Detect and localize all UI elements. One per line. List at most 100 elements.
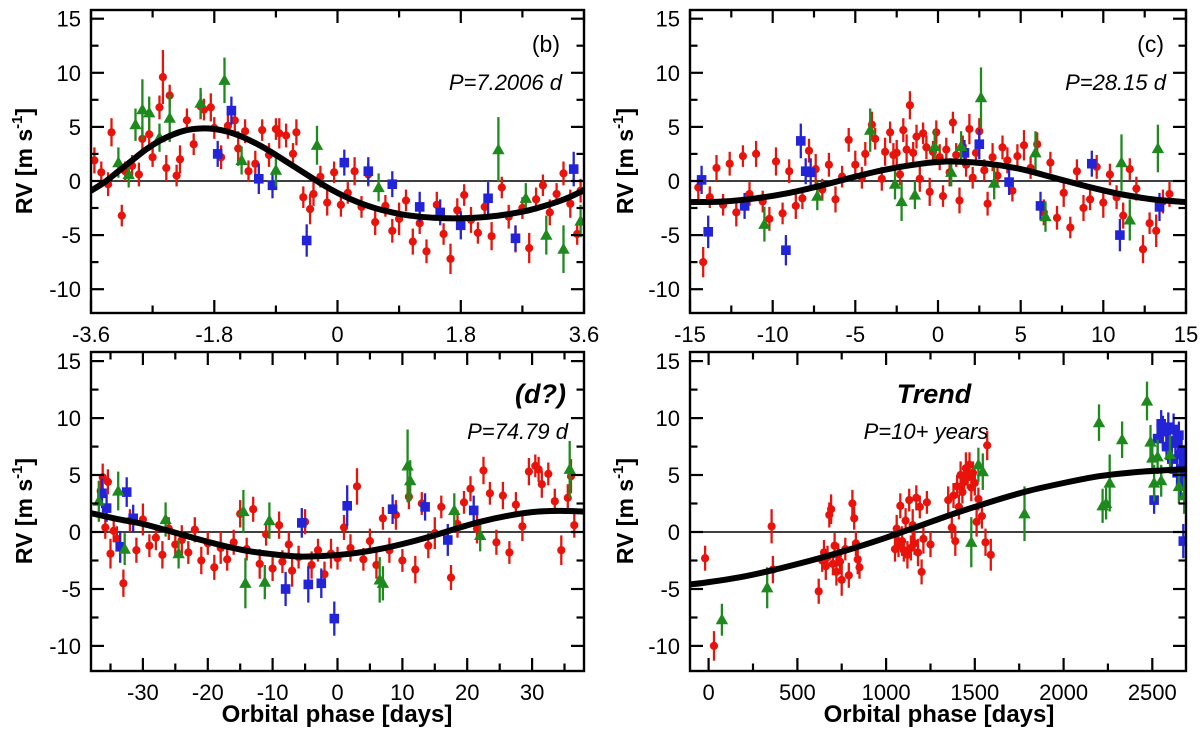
data-point-circle	[404, 492, 413, 501]
data-point-circle	[988, 153, 997, 162]
x-tick-label: -10	[757, 322, 789, 347]
data-point-circle	[828, 559, 838, 569]
data-point-circle	[148, 153, 157, 162]
data-point-circle	[922, 498, 932, 507]
y-tick-label: -10	[648, 277, 680, 302]
data-point-circle	[101, 523, 110, 532]
data-point-circle	[372, 560, 381, 570]
data-point-square	[316, 578, 327, 589]
x-tick-label: -15	[674, 322, 706, 347]
panel-b-label: (b)	[532, 31, 560, 57]
data-point-circle	[197, 556, 206, 565]
data-point-circle	[511, 500, 520, 509]
data-point-circle	[848, 499, 857, 508]
data-point-circle	[701, 554, 710, 563]
data-point-circle	[112, 534, 121, 543]
data-point-circle	[974, 494, 983, 504]
data-point-circle	[346, 543, 355, 553]
x-tick-label: -5	[846, 322, 866, 347]
data-point-triangle	[574, 214, 584, 226]
y-tick-label: 15	[656, 349, 680, 374]
y-tick-label: -5	[61, 577, 81, 602]
data-point-square	[510, 233, 521, 244]
data-point-circle	[972, 517, 981, 526]
data-point-circle	[827, 505, 836, 514]
x-tick-label: -20	[192, 680, 224, 705]
data-point-circle	[158, 550, 167, 559]
data-point-circle	[566, 199, 575, 208]
ylabel-close: ]	[11, 108, 37, 116]
y-tick-label: -10	[49, 634, 81, 659]
data-point-square	[420, 502, 430, 512]
data-point-square	[121, 487, 132, 497]
y-tick-label: 5	[69, 463, 81, 488]
data-point-circle	[460, 190, 469, 200]
data-point-circle	[446, 254, 455, 263]
data-point-circle	[814, 587, 823, 596]
series-green-triangles	[92, 429, 576, 609]
data-point-circle	[545, 208, 554, 217]
data-point-circle	[411, 565, 420, 574]
x-tick-label: -30	[127, 680, 159, 705]
data-point-circle	[466, 484, 475, 493]
data-point-circle	[524, 467, 534, 476]
data-point-circle	[234, 144, 243, 153]
data-point-square	[115, 542, 125, 552]
ylabel-text: RV [m s	[11, 129, 37, 214]
data-point-circle	[765, 214, 774, 223]
data-point-square	[805, 167, 816, 178]
data-point-triangle	[888, 177, 902, 189]
data-point-circle	[284, 540, 293, 549]
y-tick-label: 15	[656, 7, 680, 32]
y-tick-label: 0	[69, 169, 81, 194]
data-point-circle	[258, 126, 267, 135]
data-point-circle	[951, 537, 960, 546]
data-point-circle	[993, 171, 1002, 180]
data-point-circle	[330, 168, 339, 177]
ylabel-sup: -1	[9, 116, 26, 129]
x-tick-label: 10	[1091, 322, 1115, 347]
data-point-square	[297, 518, 307, 528]
x-tick-label: 0	[932, 322, 944, 347]
data-point-circle	[184, 548, 193, 557]
x-tick-label: -1.8	[195, 322, 233, 347]
data-point-triangle	[129, 118, 142, 130]
data-point-circle	[1008, 186, 1017, 195]
x-tick-label: -3.6	[72, 322, 110, 347]
data-point-triangle	[1178, 489, 1186, 501]
data-point-triangle	[1140, 394, 1154, 406]
data-point-circle	[401, 196, 411, 205]
data-point-circle	[983, 441, 992, 450]
data-point-circle	[155, 103, 164, 112]
data-point-triangle	[895, 195, 908, 207]
data-point-circle	[352, 482, 362, 491]
data-point-triangle	[310, 138, 324, 150]
data-point-circle	[557, 546, 566, 555]
ylabel-sup: -1	[9, 466, 26, 479]
data-point-circle	[694, 183, 703, 192]
data-point-triangle	[1123, 213, 1136, 225]
data-point-square	[128, 513, 138, 524]
data-point-square	[1156, 419, 1166, 429]
data-point-circle	[752, 149, 761, 158]
data-point-square	[468, 505, 479, 516]
data-point-square	[1087, 158, 1097, 169]
y-tick-label: 5	[69, 115, 81, 140]
data-point-circle	[977, 511, 987, 521]
panel-c-data	[690, 67, 1186, 278]
data-point-triangle	[136, 103, 149, 115]
x-tick-label: 0	[331, 680, 343, 705]
data-point-triangle	[965, 535, 978, 547]
data-point-square	[1035, 201, 1046, 211]
data-point-circle	[182, 116, 191, 125]
fit-curve	[690, 466, 1186, 588]
data-point-circle	[278, 557, 287, 566]
y-tick-label: 0	[69, 520, 81, 545]
data-point-circle	[1138, 245, 1148, 254]
panel-trend-data	[690, 381, 1186, 661]
data-point-triangle	[492, 143, 505, 155]
data-point-square	[414, 202, 425, 212]
data-point-square	[1115, 230, 1125, 240]
data-point-circle	[844, 135, 853, 144]
data-point-triangle	[1018, 507, 1031, 519]
